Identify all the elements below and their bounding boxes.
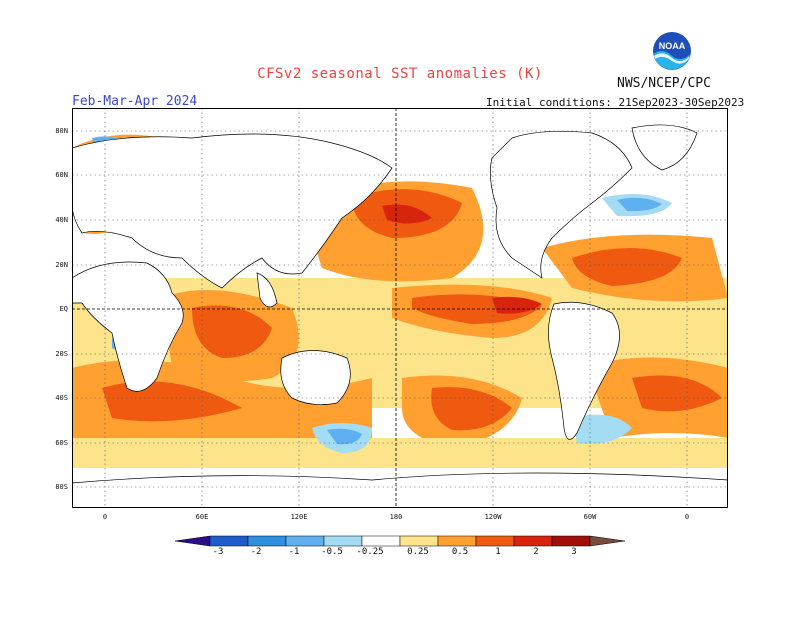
landmass-antarctica xyxy=(72,472,728,508)
continents xyxy=(72,124,728,508)
legend-swatch xyxy=(285,535,325,547)
lon-label-120e: 120E xyxy=(290,513,308,521)
legend-label: -0.5 xyxy=(321,547,343,557)
lat-label-60n: 60N xyxy=(55,171,68,179)
landmass-indochina xyxy=(256,272,278,308)
lat-label-20n: 20N xyxy=(55,261,68,269)
legend-colorbar xyxy=(174,535,626,547)
legend-arrow-high xyxy=(589,535,626,547)
anomaly-patches xyxy=(72,134,728,468)
lat-label-20s: 20S xyxy=(55,350,68,358)
legend-swatch xyxy=(247,535,287,547)
lat-label-40n: 40N xyxy=(55,216,68,224)
legend-arrow-low xyxy=(174,535,211,547)
map-frame xyxy=(72,108,728,508)
lon-label-120w: 120W xyxy=(484,513,502,521)
lat-label-eq: EQ xyxy=(59,305,68,313)
landmass-greenland xyxy=(631,124,698,171)
lat-label-80s: 80S xyxy=(55,483,68,491)
lon-label-180: 180 xyxy=(389,513,403,521)
reference-lines xyxy=(72,108,728,508)
landmass-africa xyxy=(72,261,184,392)
legend-swatch xyxy=(209,535,249,547)
noaa-logo-icon: NOAA xyxy=(651,30,693,72)
landmass-south-america xyxy=(548,301,620,440)
landmass-north-america xyxy=(490,131,633,279)
legend-swatch xyxy=(399,535,439,547)
legend-label: 0.25 xyxy=(407,547,429,557)
sst-anomaly-map xyxy=(72,108,728,508)
legend-swatch xyxy=(513,535,553,547)
landmass-australia xyxy=(280,350,351,405)
legend-label: -3 xyxy=(212,547,224,557)
legend-label: -2 xyxy=(250,547,262,557)
landmass-eurasia xyxy=(72,133,393,289)
graticule xyxy=(72,108,728,508)
legend-label: 0.5 xyxy=(451,547,469,557)
legend-label: 2 xyxy=(533,547,539,557)
lat-label-80n: 80N xyxy=(55,127,68,135)
agency-label: NWS/NCEP/CPC xyxy=(617,76,711,91)
legend-swatch xyxy=(551,535,591,547)
lon-label-0-east: 0 xyxy=(684,513,690,521)
map-title: CFSv2 seasonal SST anomalies (K) xyxy=(257,66,543,82)
lon-label-60e: 60E xyxy=(195,513,209,521)
legend-swatch xyxy=(361,535,401,547)
legend-label: -0.25 xyxy=(356,547,384,557)
noaa-logo-text: NOAA xyxy=(659,41,686,51)
legend-swatch xyxy=(323,535,363,547)
legend-swatch xyxy=(437,535,477,547)
season-label: Feb-Mar-Apr 2024 xyxy=(72,94,198,109)
lat-label-40s: 40S xyxy=(55,394,68,402)
initial-conditions-label: Initial conditions: 21Sep2023-30Sep2023 xyxy=(486,96,745,109)
legend-label: 1 xyxy=(495,547,501,557)
lat-label-60s: 60S xyxy=(55,439,68,447)
legend-label: 3 xyxy=(571,547,577,557)
lon-label-60w: 60W xyxy=(583,513,597,521)
legend-label: -1 xyxy=(288,547,300,557)
legend-swatch xyxy=(475,535,515,547)
lon-label-0-west: 0 xyxy=(102,513,108,521)
